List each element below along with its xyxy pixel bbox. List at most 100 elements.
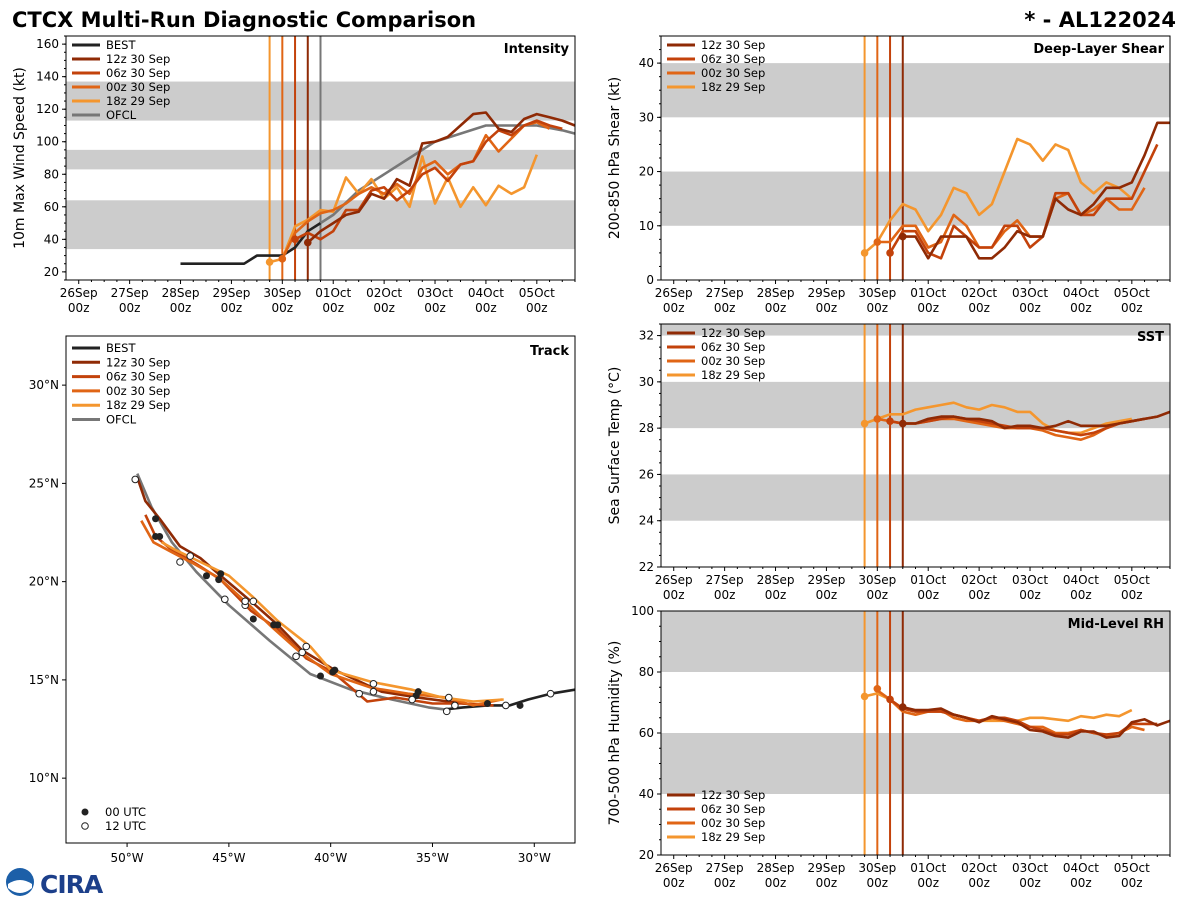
rh-x-tick-hour: 00z (867, 876, 889, 890)
sst-x-tick-hour: 00z (1070, 588, 1092, 602)
track-y-tick-label: 15°N (29, 673, 59, 687)
shear-x-tick-hour: 00z (714, 301, 736, 315)
intensity-legend-label: BEST (106, 38, 136, 52)
intensity-y-tick-label: 140 (36, 70, 59, 84)
intensity-series-line (180, 222, 322, 266)
intensity-x-tick-day: 02Oct (366, 286, 402, 300)
rh-x-tick-hour: 00z (1121, 876, 1143, 890)
rh-band-1 (661, 611, 1170, 672)
track-marker-legend-label: 12 UTC (105, 819, 146, 833)
rh-x-tick-hour: 00z (765, 876, 787, 890)
rh-y-tick-label: 20 (639, 848, 654, 862)
intensity-y-tick-label: 120 (36, 102, 59, 116)
track-marker-00utc (249, 615, 257, 623)
rh-legend-label: 18z 29 Sep (701, 830, 765, 844)
intensity-x-tick-hour: 00z (526, 301, 548, 315)
sst-x-tick-day: 04Oct (1063, 573, 1099, 587)
rh-x-tick-hour: 00z (816, 876, 838, 890)
track-x-tick-label: 40°W (314, 851, 347, 865)
intensity-x-tick-hour: 00z (119, 301, 141, 315)
sst-init-point (898, 419, 907, 428)
track-x-tick-label: 50°W (111, 851, 144, 865)
sst-x-tick-hour: 00z (1019, 588, 1041, 602)
rh-legend-label: 00z 30 Sep (701, 816, 765, 830)
shear-x-tick-hour: 00z (968, 301, 990, 315)
shear-series-line (902, 121, 1170, 260)
shear-y-tick-label: 20 (639, 165, 654, 179)
rh-series-line (876, 689, 1145, 738)
shear-y-tick-label: 40 (639, 56, 654, 70)
intensity-init-point (303, 238, 312, 247)
shear-y-tick-label: 30 (639, 110, 654, 124)
shear-x-tick-hour: 00z (816, 301, 838, 315)
sst-series-line (902, 410, 1170, 430)
shear-x-tick-day: 01Oct (910, 286, 946, 300)
sst-y-tick-label: 32 (639, 329, 654, 343)
sst-plot-area (661, 324, 1170, 567)
rh-y-axis-label: 700-500 hPa Humidity (%) (607, 641, 623, 826)
track-marker-12utc (442, 707, 451, 716)
track-panel: 50°W 45°W 40°W 35°W 30°W 10°N 15°N 20°N 25°N 30°N… (29, 335, 576, 865)
rh-panel: 2040608010026Sep00z27Sep00z28Sep00z29Sep… (607, 604, 1171, 890)
intensity-legend-label: 00z 30 Sep (106, 80, 170, 94)
rh-plot-area (661, 611, 1170, 855)
track-panel-title: Track (530, 344, 569, 359)
rh-x-tick-day: 02Oct (961, 861, 997, 875)
intensity-y-tick-label: 100 (36, 135, 59, 149)
track-marker-12utc (501, 701, 510, 710)
rh-band-0 (661, 733, 1170, 794)
sst-y-tick-label: 28 (639, 421, 654, 435)
rh-x-tick-hour: 00z (663, 876, 685, 890)
track-series-line (136, 473, 445, 711)
sst-y-tick-label: 22 (639, 560, 654, 574)
track-marker-00utc (329, 668, 337, 676)
cira-logo: CIRA (6, 868, 105, 899)
track-marker-12utc (444, 693, 453, 702)
intensity-x-tick-hour: 00z (170, 301, 192, 315)
intensity-x-tick-hour: 00z (424, 301, 446, 315)
track-marker-12utc (408, 695, 416, 704)
sst-init-point (886, 417, 894, 426)
sst-x-tick-hour: 00z (765, 588, 787, 602)
shear-legend-label: 06z 30 Sep (701, 52, 765, 66)
track-marker-12utc (292, 652, 300, 661)
sst-x-tick-day: 26Sep (655, 573, 693, 587)
intensity-x-tick-day: 28Sep (162, 286, 200, 300)
shear-band-1 (661, 63, 1170, 118)
track-marker-00utc (152, 532, 160, 540)
shear-x-tick-day: 02Oct (961, 286, 997, 300)
track-legend-label: 06z 30 Sep (106, 370, 170, 384)
track-x-tick-label: 30°W (518, 851, 551, 865)
shear-x-tick-day: 28Sep (757, 286, 795, 300)
rh-x-tick-day: 05Oct (1114, 861, 1150, 875)
sst-panel: 22242628303226Sep00z27Sep00z28Sep00z29Se… (607, 323, 1171, 602)
track-series-line (136, 477, 488, 707)
shear-series-line (863, 137, 1133, 254)
track-marker-12utc (451, 701, 459, 710)
intensity-init-point (291, 235, 299, 244)
shear-x-tick-hour: 00z (917, 301, 939, 315)
rh-panel-title: Mid-Level RH (1068, 617, 1164, 632)
track-legend-label: BEST (106, 341, 136, 355)
sst-x-tick-hour: 00z (816, 588, 838, 602)
shear-series-line (888, 143, 1159, 260)
sst-x-tick-day: 02Oct (961, 573, 997, 587)
shear-init-point (898, 232, 907, 241)
track-marker-00utc (217, 570, 225, 578)
track-legend-label: 00z 30 Sep (106, 384, 170, 398)
shear-y-axis-label: 200-850 hPa Shear (kt) (607, 77, 623, 239)
shear-legend-label: 18z 29 Sep (701, 80, 765, 94)
sst-x-tick-hour: 00z (968, 588, 990, 602)
rh-legend-label: 06z 30 Sep (701, 802, 765, 816)
track-y-tick-label: 25°N (29, 476, 59, 490)
track-plot-area (131, 473, 575, 716)
intensity-plot-area (66, 36, 575, 280)
intensity-x-tick-hour: 00z (221, 301, 243, 315)
intensity-y-tick-label: 80 (44, 167, 59, 181)
track-marker-00utc (215, 576, 223, 584)
rh-x-tick-hour: 00z (714, 876, 736, 890)
track-y-tick-label: 10°N (29, 771, 59, 785)
track-y-tick-label: 20°N (29, 575, 59, 589)
shear-x-tick-hour: 00z (1019, 301, 1041, 315)
track-legend-label: 18z 29 Sep (106, 398, 170, 412)
